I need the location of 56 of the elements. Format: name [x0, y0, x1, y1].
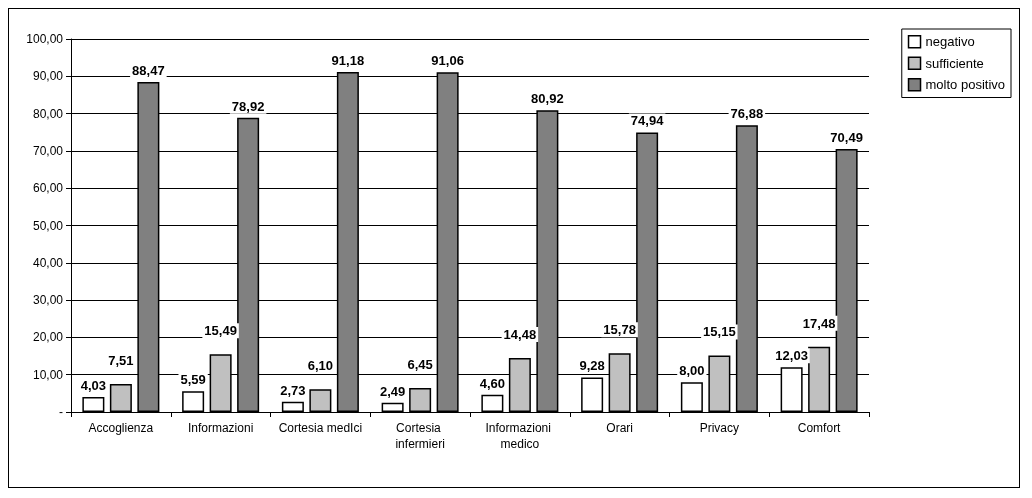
legend-label: negativo — [925, 34, 975, 50]
y-tick-label: - — [59, 405, 63, 419]
data-label: 7,51 — [108, 352, 134, 368]
data-label: 4,03 — [80, 377, 107, 393]
data-label: 2,49 — [379, 383, 406, 399]
y-tick-label: 20,00 — [32, 330, 64, 345]
bar — [381, 402, 404, 412]
y-tick-label: 60,00 — [32, 181, 64, 196]
legend-label: molto positivo — [925, 77, 1006, 93]
bar — [581, 377, 604, 412]
data-label: 91,18 — [331, 52, 365, 68]
y-tick-label: 40,00 — [32, 255, 64, 270]
data-label: 9,28 — [579, 358, 605, 374]
bar — [309, 389, 332, 412]
y-tick-label: 80,00 — [32, 106, 64, 121]
data-label: 6,10 — [307, 358, 334, 374]
data-label: 78,92 — [231, 98, 265, 114]
data-label: 88,47 — [132, 63, 165, 79]
x-tick-label: Informazioni — [187, 421, 254, 435]
data-label: 17,48 — [802, 315, 836, 331]
x-tick-label: Orari — [606, 421, 633, 435]
data-label: 2,73 — [280, 382, 306, 398]
data-label: 91,06 — [431, 53, 464, 69]
data-label: 80,92 — [531, 91, 564, 107]
bar — [481, 394, 504, 412]
bar — [409, 387, 432, 412]
y-tick-label: 70,00 — [32, 143, 64, 158]
bar — [182, 391, 205, 412]
y-tick-label: 10,00 — [32, 367, 64, 382]
bar — [82, 396, 105, 412]
data-label: 6,45 — [407, 356, 433, 372]
legend-label: sufficiente — [925, 55, 984, 71]
data-label: 14,48 — [503, 326, 537, 342]
bar — [281, 401, 304, 412]
data-label: 74,94 — [630, 113, 665, 129]
data-label: 4,60 — [479, 375, 506, 391]
data-label: 15,78 — [603, 322, 636, 338]
y-tick-label: 90,00 — [32, 69, 64, 84]
y-tick-label: 100,00 — [26, 32, 64, 46]
x-tick-label: Accoglienza — [88, 421, 154, 435]
x-tick-label: Informazioni medico — [485, 421, 555, 451]
x-tick-label: Comfort — [797, 421, 842, 435]
data-label: 8,00 — [679, 363, 705, 379]
data-label: 76,88 — [730, 106, 764, 122]
data-label: 15,15 — [703, 324, 736, 340]
bar — [680, 382, 703, 412]
data-label: 5,59 — [180, 372, 206, 388]
data-label: 15,49 — [204, 323, 237, 339]
bar — [109, 383, 132, 412]
y-tick-label: 50,00 — [32, 218, 64, 233]
x-tick-label: Cortesia medIci — [278, 421, 363, 435]
data-label: 70,49 — [830, 130, 863, 146]
data-label: 12,03 — [775, 348, 808, 364]
x-tick-label: Privacy — [699, 421, 740, 435]
x-tick-label: Cortesia infermieri — [395, 421, 445, 451]
y-tick-label: 30,00 — [32, 293, 64, 308]
